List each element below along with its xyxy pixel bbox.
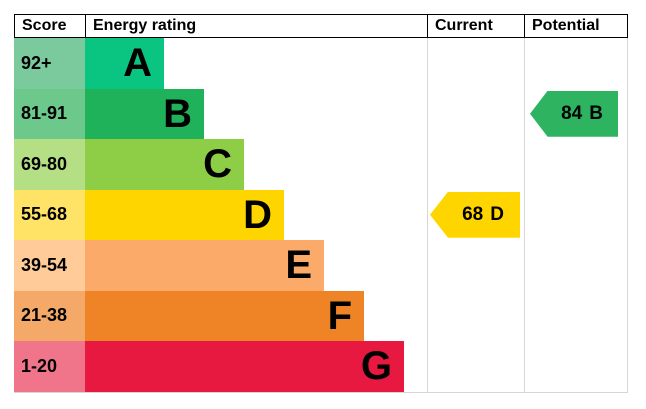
potential-cell-d: [524, 189, 628, 240]
score-cell-e: 39-54: [14, 240, 85, 291]
potential-cell-b: 84 B: [524, 88, 628, 139]
score-cell-a: 92+: [14, 38, 85, 89]
potential-cell-a: [524, 38, 628, 89]
rating-bar-f: F: [85, 290, 364, 341]
potential-value: 84: [561, 102, 583, 124]
band-row-f: 21-38 F: [14, 290, 628, 341]
current-cell-d: 68 D: [427, 189, 524, 240]
epc-rating-chart: Score Energy rating Current Potential 92…: [14, 14, 628, 393]
band-row-g: 1-20 G: [14, 341, 628, 392]
rating-letter-b: B: [163, 91, 192, 136]
rating-bar-g: G: [85, 341, 404, 392]
band-row-d: 55-68 D 68 D: [14, 189, 628, 240]
potential-cell-c: [524, 139, 628, 190]
rating-letter-f: F: [327, 293, 352, 338]
rating-letter-a: A: [123, 41, 152, 86]
current-value: 68: [462, 203, 484, 225]
rating-letter-d: D: [243, 192, 272, 237]
bar-area-e: E: [85, 240, 427, 291]
rating-letter-g: G: [360, 344, 392, 389]
band-rows: 92+ A 81-91 B 84 B: [14, 38, 628, 393]
band-row-a: 92+ A: [14, 38, 628, 89]
potential-cell-e: [524, 240, 628, 291]
rating-bar-e: E: [85, 240, 324, 291]
score-cell-b: 81-91: [14, 88, 85, 139]
current-cell-e: [427, 240, 524, 291]
current-cell-c: [427, 139, 524, 190]
current-letter: D: [490, 203, 504, 225]
score-cell-c: 69-80: [14, 139, 85, 190]
rating-letter-c: C: [203, 142, 232, 187]
rating-letter-e: E: [285, 243, 312, 288]
rating-bar-b: B: [85, 88, 204, 139]
header-energy-rating: Energy rating: [85, 15, 427, 37]
potential-cell-f: [524, 290, 628, 341]
current-cell-b: [427, 88, 524, 139]
band-row-c: 69-80 C: [14, 139, 628, 190]
score-cell-d: 55-68: [14, 189, 85, 240]
score-cell-g: 1-20: [14, 341, 85, 392]
current-cell-a: [427, 38, 524, 89]
header-row: Score Energy rating Current Potential: [14, 14, 628, 38]
potential-letter: B: [589, 102, 603, 124]
header-potential: Potential: [524, 15, 628, 37]
rating-bar-d: D: [85, 189, 284, 240]
bar-area-a: A: [85, 38, 427, 89]
rating-bar-c: C: [85, 139, 244, 190]
bar-area-f: F: [85, 290, 427, 341]
potential-cell-g: [524, 341, 628, 392]
potential-rating-arrow: 84 B: [530, 90, 618, 137]
current-cell-f: [427, 290, 524, 341]
header-score: Score: [14, 15, 85, 37]
band-row-e: 39-54 E: [14, 240, 628, 291]
bar-area-d: D: [85, 189, 427, 240]
band-row-b: 81-91 B 84 B: [14, 88, 628, 139]
current-cell-g: [427, 341, 524, 392]
bar-area-b: B: [85, 88, 427, 139]
rating-bar-a: A: [85, 38, 164, 89]
bar-area-c: C: [85, 139, 427, 190]
score-cell-f: 21-38: [14, 290, 85, 341]
header-current: Current: [427, 15, 524, 37]
bar-area-g: G: [85, 341, 427, 392]
current-rating-arrow: 68 D: [430, 191, 520, 238]
